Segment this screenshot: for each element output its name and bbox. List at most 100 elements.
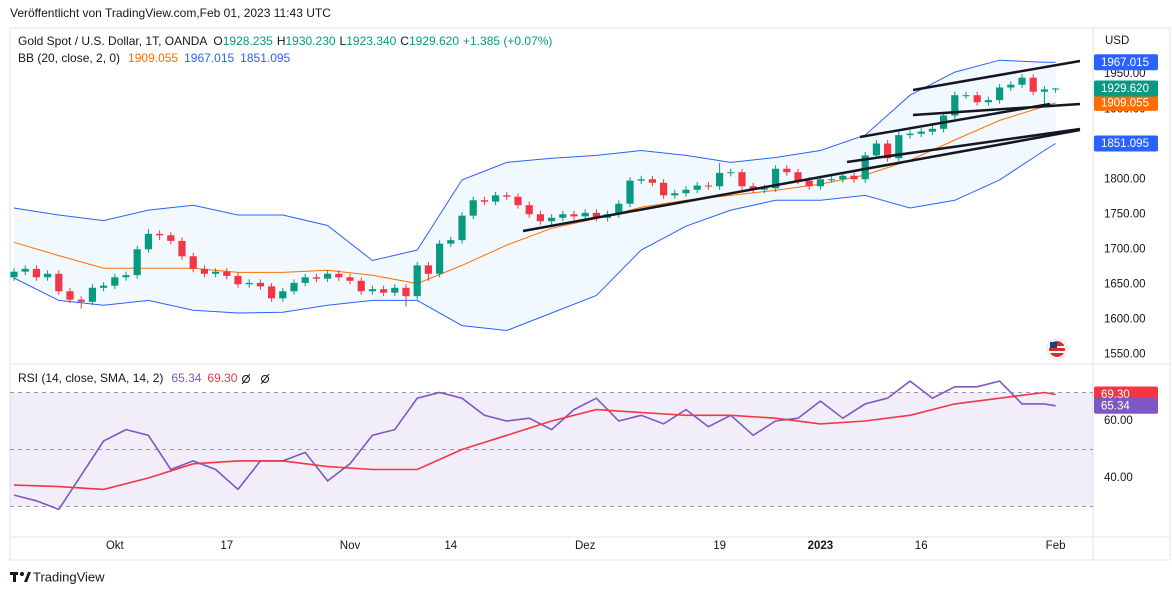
ohlc-prefix: O (213, 34, 222, 48)
candle-body (704, 185, 712, 187)
bb-value: 1909.055 (128, 51, 178, 65)
candle-body (66, 291, 74, 300)
symbol-title: Gold Spot / U.S. Dollar, 1T, OANDA (18, 34, 207, 48)
candle-body (693, 185, 701, 190)
candle-body (772, 168, 780, 189)
candle-body (984, 100, 992, 103)
country-flag (1046, 338, 1068, 360)
y-tick-label: 1600.00 (1104, 313, 1146, 325)
candle-body (223, 271, 231, 276)
ohlc-value: 1929.620 (409, 34, 459, 48)
candle-body (413, 265, 421, 297)
candle-body (503, 195, 511, 197)
candle-body (570, 214, 578, 217)
bb-legend: BB (20, close, 2, 0) 1909.055 1967.015 1851… (18, 51, 291, 65)
x-tick-label: Feb (1046, 540, 1066, 552)
flag-canton (1050, 342, 1057, 348)
empty-icon (241, 373, 251, 385)
ohlc-value: 1930.230 (285, 34, 335, 48)
price-tag (1094, 54, 1158, 71)
candle-body (783, 168, 791, 173)
candle-body (592, 212, 600, 218)
candle-body (682, 189, 690, 194)
candle-body (917, 131, 925, 134)
candle-body (1029, 77, 1037, 92)
change: +1.385 (+0.07%) (463, 34, 552, 48)
empty-icon (260, 373, 270, 385)
candle-body (536, 214, 544, 222)
candle-body (828, 179, 836, 181)
x-tick-label: Nov (340, 540, 361, 552)
candle-body (391, 287, 399, 293)
candle-body (525, 205, 533, 215)
candle-body (290, 282, 298, 292)
y-tick-label: 1650.00 (1104, 278, 1146, 290)
price-tag (1094, 397, 1158, 414)
candle-body (88, 287, 96, 302)
candle-body (346, 277, 354, 281)
candle-body (648, 179, 656, 183)
candle-body (436, 243, 444, 274)
rsi-title: RSI (14, close, SMA, 14, 2) (18, 371, 163, 385)
empty-icon (261, 375, 269, 383)
trendline (522, 128, 1081, 233)
candle-body (850, 175, 858, 180)
candle-body (368, 289, 376, 292)
candle-body (973, 95, 981, 103)
candle-body (1018, 77, 1026, 85)
plot (10, 59, 1093, 511)
price-tag-label: 1909.055 (1101, 97, 1149, 109)
candle-body (189, 256, 197, 269)
rsi-line (13, 391, 1056, 491)
candle-body (122, 275, 130, 278)
candle-body (32, 268, 40, 278)
empty-icon (242, 375, 250, 383)
candle-body (738, 172, 746, 187)
trendline (846, 127, 1081, 164)
x-tick-label: 17 (220, 540, 233, 552)
y-tick-label: 1950.00 (1104, 68, 1146, 80)
x-tick-label: 14 (444, 540, 457, 552)
candle-body (279, 291, 287, 299)
candle-body (492, 195, 500, 202)
candle-body (312, 277, 320, 279)
candle-body (100, 285, 108, 288)
y-tick-label: 60.00 (1104, 415, 1133, 427)
candle-body (268, 286, 276, 299)
candle-body (581, 212, 589, 217)
ohlc-prefix: H (277, 34, 286, 48)
candle-body (895, 135, 903, 159)
currency: USD (1105, 35, 1129, 47)
candle-body (928, 128, 936, 132)
candle-body (548, 217, 556, 222)
x-tick-label: 16 (915, 540, 928, 552)
y-tick-label: 1800.00 (1104, 173, 1146, 185)
price-tag (1094, 80, 1158, 97)
y-tick-label: 1550.00 (1104, 348, 1146, 360)
candle-body (1007, 84, 1015, 88)
candle-body (794, 172, 802, 181)
candle-body (55, 273, 63, 292)
candle-body (178, 240, 186, 257)
candle-body (962, 95, 970, 97)
candle-body (245, 282, 253, 285)
candle-body (660, 182, 668, 196)
candle-body (167, 235, 175, 241)
frame (9, 27, 1171, 561)
price-tag (1094, 135, 1158, 152)
x-tick-label: 19 (713, 540, 726, 552)
candle-body (133, 249, 141, 276)
y-tick-label: 40.00 (1104, 472, 1133, 484)
candle-body (805, 180, 813, 187)
candle-body (402, 287, 410, 297)
x-tick-label: Dez (575, 540, 596, 552)
bb-line (13, 143, 1056, 332)
y-tick-label: 1750.00 (1104, 208, 1146, 220)
candle-body (335, 273, 343, 278)
ohlc-value: 1923.340 (346, 34, 396, 48)
candle-body (996, 87, 1004, 101)
candle-body (357, 280, 365, 292)
candle-body (200, 268, 208, 274)
logo-part (24, 572, 31, 582)
brand-logo (10, 572, 31, 582)
